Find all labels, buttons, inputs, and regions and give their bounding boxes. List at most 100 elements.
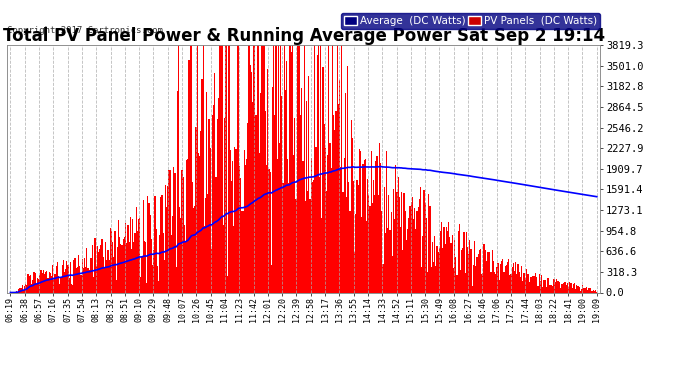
Bar bbox=[93, 278, 95, 292]
Bar bbox=[541, 275, 542, 292]
Title: Total PV Panel Power & Running Average Power Sat Sep 2 19:14: Total PV Panel Power & Running Average P… bbox=[3, 27, 604, 45]
Bar bbox=[41, 273, 43, 292]
Bar bbox=[548, 278, 549, 292]
Bar bbox=[341, 45, 342, 292]
Bar bbox=[273, 45, 274, 292]
Bar bbox=[345, 93, 346, 292]
Bar bbox=[163, 233, 164, 292]
Bar bbox=[139, 218, 140, 292]
Bar bbox=[401, 192, 402, 292]
Bar bbox=[413, 219, 414, 292]
Bar bbox=[481, 274, 482, 292]
Bar bbox=[65, 270, 66, 292]
Bar bbox=[52, 265, 53, 292]
Bar bbox=[285, 90, 286, 292]
Bar bbox=[78, 255, 79, 292]
Bar bbox=[310, 158, 312, 292]
Bar bbox=[282, 183, 284, 292]
Bar bbox=[212, 115, 213, 292]
Bar bbox=[210, 249, 212, 292]
Bar bbox=[393, 189, 394, 292]
Bar bbox=[161, 195, 163, 292]
Bar bbox=[73, 261, 75, 292]
Bar bbox=[98, 252, 99, 292]
Bar bbox=[155, 229, 157, 292]
Bar bbox=[563, 283, 564, 292]
Bar bbox=[442, 249, 444, 292]
Bar bbox=[110, 228, 111, 292]
Bar bbox=[493, 261, 494, 292]
Bar bbox=[221, 45, 222, 292]
Bar bbox=[569, 282, 571, 292]
Bar bbox=[315, 147, 317, 292]
Bar bbox=[352, 138, 353, 292]
Bar bbox=[191, 45, 192, 292]
Bar bbox=[227, 276, 228, 292]
Bar bbox=[48, 272, 50, 292]
Bar bbox=[547, 278, 548, 292]
Bar bbox=[141, 256, 143, 292]
Bar bbox=[34, 273, 36, 292]
Bar bbox=[77, 267, 78, 292]
Bar bbox=[277, 159, 278, 292]
Bar bbox=[218, 98, 219, 292]
Bar bbox=[394, 219, 395, 292]
Bar bbox=[268, 169, 270, 292]
Bar bbox=[75, 258, 76, 292]
Bar bbox=[319, 177, 320, 292]
Bar bbox=[332, 45, 333, 292]
Bar bbox=[374, 195, 375, 292]
Bar bbox=[381, 211, 382, 292]
Bar bbox=[119, 237, 120, 292]
Bar bbox=[33, 272, 34, 292]
Bar bbox=[388, 195, 389, 292]
Bar bbox=[260, 93, 262, 292]
Bar bbox=[521, 266, 522, 292]
Bar bbox=[513, 263, 514, 292]
Bar bbox=[560, 288, 561, 292]
Bar bbox=[348, 182, 349, 292]
Bar bbox=[462, 248, 464, 292]
Bar bbox=[150, 215, 151, 292]
Bar bbox=[124, 237, 125, 292]
Bar bbox=[95, 238, 96, 292]
Bar bbox=[329, 143, 331, 292]
Bar bbox=[574, 283, 575, 292]
Bar bbox=[175, 267, 177, 292]
Bar bbox=[190, 45, 191, 292]
Bar bbox=[123, 239, 124, 292]
Bar bbox=[543, 280, 544, 292]
Bar bbox=[111, 231, 112, 292]
Bar bbox=[86, 248, 88, 292]
Bar bbox=[564, 282, 566, 292]
Bar bbox=[165, 185, 166, 292]
Bar bbox=[146, 284, 148, 292]
Bar bbox=[140, 277, 141, 292]
Bar bbox=[188, 60, 190, 292]
Bar bbox=[531, 276, 533, 292]
Bar bbox=[432, 242, 433, 292]
Bar bbox=[84, 258, 85, 292]
Bar bbox=[581, 289, 582, 292]
Bar bbox=[307, 190, 308, 292]
Bar bbox=[46, 270, 48, 292]
Bar bbox=[578, 287, 580, 292]
Bar bbox=[446, 227, 447, 292]
Bar bbox=[511, 267, 513, 292]
Bar bbox=[24, 286, 25, 292]
Bar bbox=[576, 285, 578, 292]
Bar bbox=[91, 258, 92, 292]
Bar bbox=[81, 259, 83, 292]
Bar bbox=[274, 116, 275, 292]
Bar bbox=[246, 159, 247, 292]
Bar bbox=[399, 198, 400, 292]
Bar bbox=[133, 242, 135, 292]
Bar bbox=[514, 271, 515, 292]
Bar bbox=[371, 151, 372, 292]
Bar bbox=[529, 282, 531, 292]
Bar bbox=[192, 182, 193, 292]
Bar bbox=[179, 207, 180, 292]
Bar bbox=[499, 280, 500, 292]
Bar bbox=[426, 218, 427, 292]
Bar bbox=[219, 45, 220, 292]
